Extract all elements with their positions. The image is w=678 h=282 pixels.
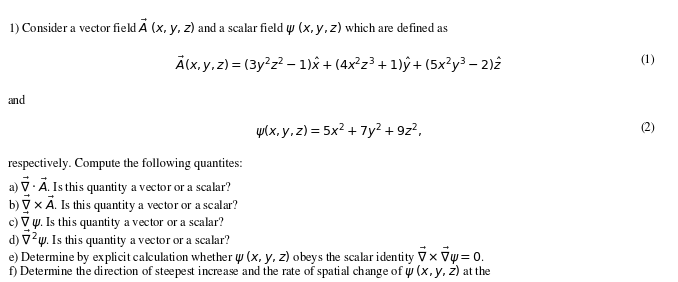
Text: and: and (8, 95, 26, 107)
Text: (1): (1) (640, 55, 655, 67)
Text: (2): (2) (640, 122, 655, 134)
Text: d) $\vec{\nabla}^{\,2}\psi$. Is this quantity a vector or a scalar?: d) $\vec{\nabla}^{\,2}\psi$. Is this qua… (8, 228, 231, 250)
Text: respectively. Compute the following quantites:: respectively. Compute the following quan… (8, 158, 243, 170)
Text: e) Determine by explicit calculation whether $\psi$ $(x, y, z)$ obeys the scalar: e) Determine by explicit calculation whe… (8, 246, 485, 267)
Text: $\psi(x, y, z) = 5x^2 + 7y^2 + 9z^2,$: $\psi(x, y, z) = 5x^2 + 7y^2 + 9z^2,$ (255, 122, 423, 142)
Text: f) Determine the direction of steepest increase and the rate of spatial change o: f) Determine the direction of steepest i… (8, 263, 492, 281)
Text: $\vec{A}(x, y, z) = (3y^2z^2 - 1)\hat{x} + (4x^2z^3 + 1)\hat{y} + (5x^2y^3 - 2)\: $\vec{A}(x, y, z) = (3y^2z^2 - 1)\hat{x}… (176, 55, 502, 75)
Text: c) $\vec{\nabla}\,\psi$. Is this quantity a vector or a scalar?: c) $\vec{\nabla}\,\psi$. Is this quantit… (8, 211, 225, 232)
Text: b) $\vec{\nabla} \times \vec{A}$. Is this quantity a vector or a scalar?: b) $\vec{\nabla} \times \vec{A}$. Is thi… (8, 193, 239, 215)
Text: 1) Consider a vector field $\vec{A}$ $(x, y, z)$ and a scalar field $\psi$ $(x, : 1) Consider a vector field $\vec{A}$ $(x… (8, 18, 449, 38)
Text: location $(x = 2,\ y = 4,\ z = 6)$.: location $(x = 2,\ y = 4,\ z = 6)$. (8, 281, 178, 282)
Text: a) $\vec{\nabla} \cdot \vec{A}$. Is this quantity a vector or a scalar?: a) $\vec{\nabla} \cdot \vec{A}$. Is this… (8, 176, 232, 197)
